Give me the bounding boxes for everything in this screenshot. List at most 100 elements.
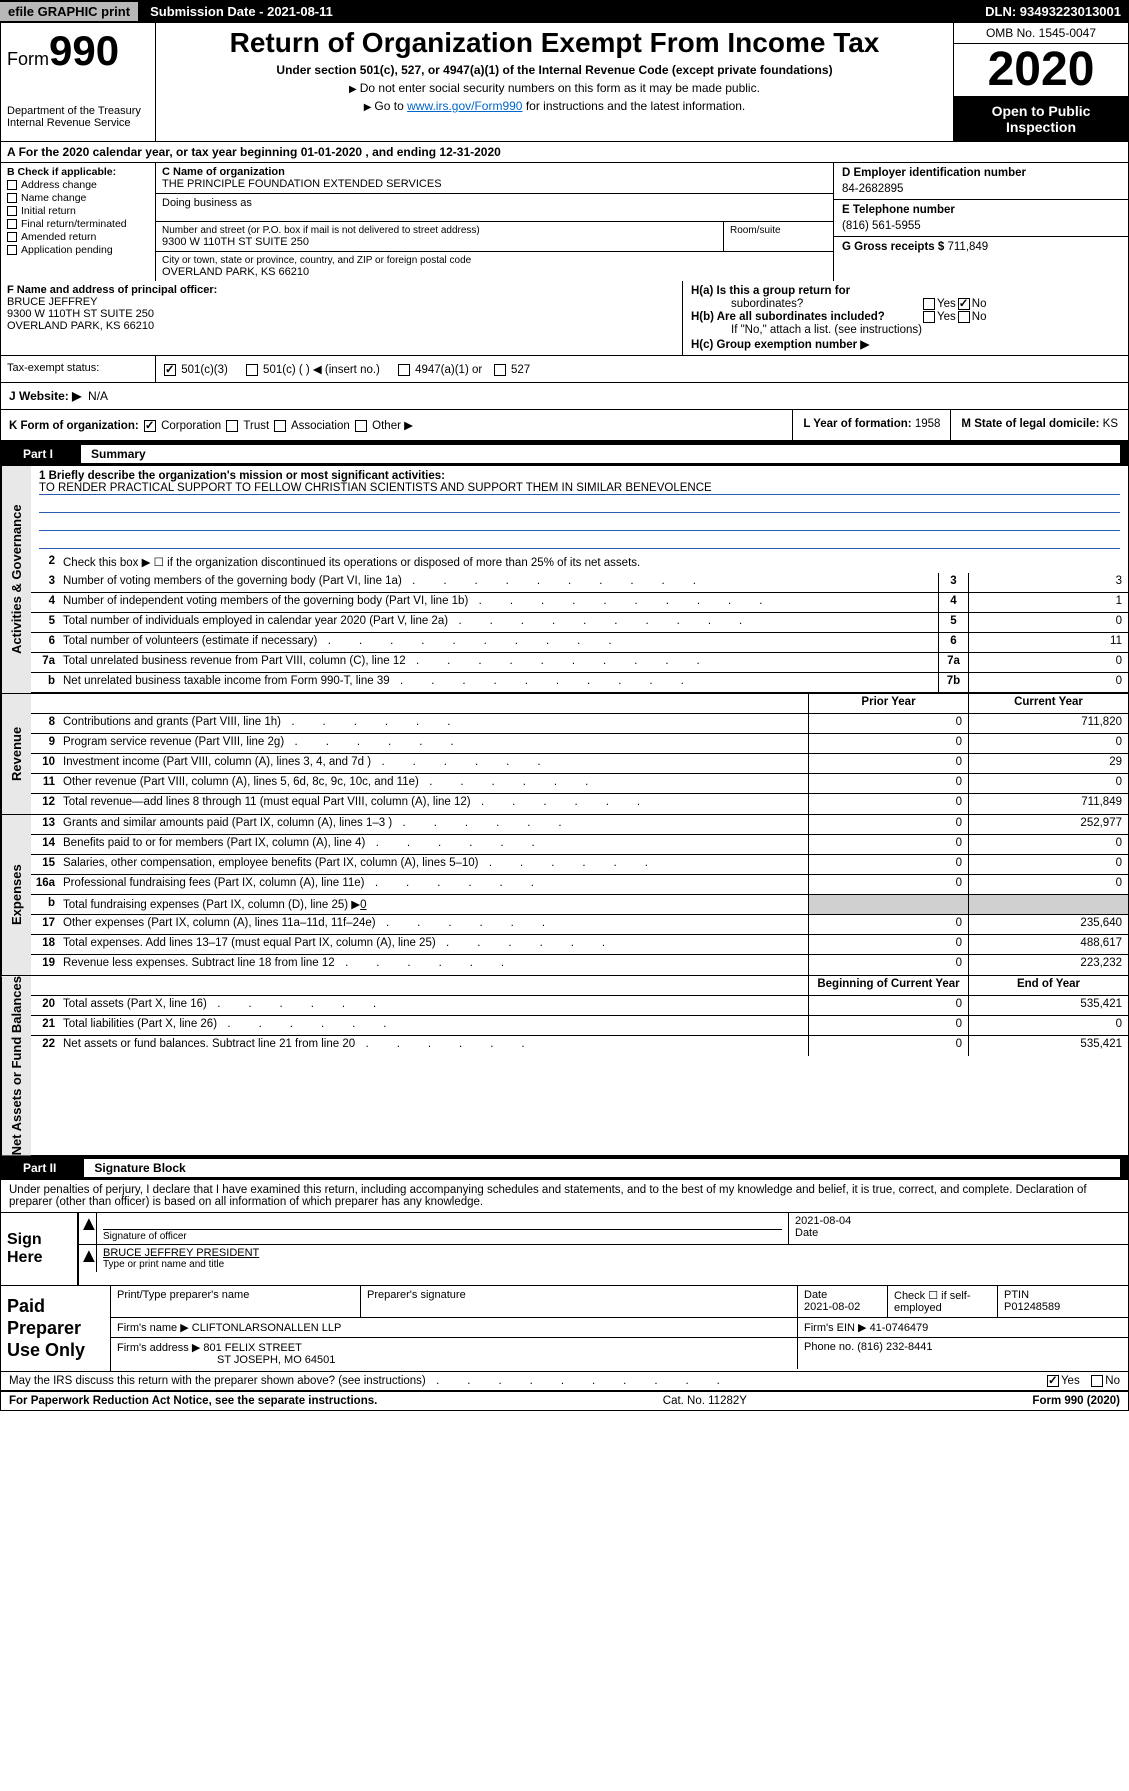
cb-initial-return[interactable] (7, 206, 17, 216)
dln: DLN: 93493223013001 (977, 2, 1129, 21)
period-row: A For the 2020 calendar year, or tax yea… (1, 142, 1128, 163)
website-value: N/A (88, 389, 108, 403)
summary-line: 3 Number of voting members of the govern… (31, 573, 1128, 593)
note-goto-pre: Go to (374, 99, 407, 113)
box-j-row: J Website: ▶ N/A (1, 383, 1128, 410)
box-l: L Year of formation: 1958 (792, 410, 950, 440)
paperwork-notice: For Paperwork Reduction Act Notice, see … (9, 1395, 377, 1407)
gross-receipts: 711,849 (947, 241, 988, 253)
cb-501c3[interactable] (164, 364, 176, 376)
cat-number: Cat. No. 11282Y (377, 1395, 1032, 1407)
efile-print-label[interactable]: efile GRAPHIC print (0, 2, 138, 21)
header-right: OMB No. 1545-0047 2020 Open to Public In… (953, 23, 1128, 141)
tax-year: 2020 (954, 44, 1128, 97)
cb-501c[interactable] (246, 364, 258, 376)
cb-ha-yes[interactable] (923, 298, 935, 310)
addr-lbl: Number and street (or P.O. box if mail i… (162, 225, 717, 236)
irs-link[interactable]: www.irs.gov/Form990 (407, 99, 522, 113)
cb-discuss-yes[interactable] (1047, 1375, 1059, 1387)
header-title-area: Return of Organization Exempt From Incom… (156, 23, 953, 141)
cb-name-change[interactable] (7, 193, 17, 203)
klm-row: K Form of organization: Corporation Trus… (1, 410, 1128, 442)
summary-line: 15 Salaries, other compensation, employe… (31, 855, 1128, 875)
current-year-header: Current Year (968, 694, 1128, 713)
summary-line: 18 Total expenses. Add lines 13–17 (must… (31, 935, 1128, 955)
summary-line: 20 Total assets (Part X, line 16) 0 535,… (31, 996, 1128, 1016)
irs-label: Internal Revenue Service (7, 117, 149, 129)
sig-officer-label: Signature of officer (103, 1229, 782, 1242)
form-footer: For Paperwork Reduction Act Notice, see … (1, 1392, 1128, 1410)
box-h: H(a) Is this a group return for subordin… (683, 281, 1128, 355)
city-state-zip: OVERLAND PARK, KS 66210 (162, 266, 827, 278)
summary-line: 11 Other revenue (Part VIII, column (A),… (31, 774, 1128, 794)
box-k: K Form of organization: Corporation Trus… (1, 410, 792, 440)
end-year-header: End of Year (968, 976, 1128, 995)
box-i-row: Tax-exempt status: 501(c)(3) 501(c) ( ) … (1, 356, 1128, 383)
officer-name: BRUCE JEFFREY (7, 296, 676, 308)
summary-line: 14 Benefits paid to or for members (Part… (31, 835, 1128, 855)
period-end: 12-31-2020 (439, 145, 500, 159)
shaded-cell (968, 895, 1128, 914)
vtab-revenue: Revenue (1, 694, 31, 814)
summary-line: 13 Grants and similar amounts paid (Part… (31, 815, 1128, 835)
part1-body: Activities & Governance 1 Briefly descri… (1, 466, 1128, 1156)
cb-association[interactable] (274, 420, 286, 432)
hc-label: H(c) Group exemption number ▶ (691, 337, 869, 351)
preparer-name-hdr: Print/Type preparer's name (111, 1286, 361, 1317)
shaded-cell (808, 895, 968, 914)
cb-discuss-no[interactable] (1091, 1375, 1103, 1387)
officer-addr2: OVERLAND PARK, KS 66210 (7, 320, 676, 332)
note-goto-post: for instructions and the latest informat… (522, 99, 745, 113)
form-label: Form (7, 49, 49, 69)
summary-line: 9 Program service revenue (Part VIII, li… (31, 734, 1128, 754)
hb-note: If "No," attach a list. (see instruction… (691, 324, 1120, 336)
cb-amended-return[interactable] (7, 232, 17, 242)
paid-preparer-block: Paid Preparer Use Only Print/Type prepar… (1, 1286, 1128, 1372)
cb-final-return[interactable] (7, 219, 17, 229)
name-title-label: Type or print name and title (103, 1259, 1122, 1270)
summary-line: 16a Professional fundraising fees (Part … (31, 875, 1128, 895)
cb-trust[interactable] (226, 420, 238, 432)
entity-info-row: B Check if applicable: Address change Na… (1, 163, 1128, 281)
ptin-value: P01248589 (1004, 1301, 1122, 1313)
perjury-text: Under penalties of perjury, I declare th… (1, 1180, 1128, 1213)
form-version: Form 990 (2020) (1032, 1395, 1120, 1407)
firm-name: CLIFTONLARSONALLEN LLP (192, 1322, 342, 1334)
org-name: THE PRINCIPLE FOUNDATION EXTENDED SERVIC… (162, 178, 827, 190)
note-ssn: Do not enter social security numbers on … (360, 81, 760, 95)
cb-hb-no[interactable] (958, 311, 970, 323)
right-boxes: D Employer identification number 84-2682… (833, 163, 1128, 281)
cb-address-change[interactable] (7, 180, 17, 190)
summary-line: 10 Investment income (Part VIII, column … (31, 754, 1128, 774)
sig-date-value: 2021-08-04 (795, 1215, 1122, 1227)
firm-phone: (816) 232-8441 (857, 1341, 932, 1353)
preparer-date: 2021-08-02 (804, 1301, 881, 1313)
cb-4947[interactable] (398, 364, 410, 376)
dept-treasury: Department of the Treasury (7, 105, 149, 117)
cb-ha-no[interactable] (958, 298, 970, 310)
header-left: Form990 Department of the Treasury Inter… (1, 23, 156, 141)
form-subtitle: Under section 501(c), 527, or 4947(a)(1)… (164, 63, 945, 77)
box-m: M State of legal domicile: KS (950, 410, 1128, 440)
form-990: Form990 Department of the Treasury Inter… (0, 22, 1129, 1411)
part2-header: Part II Signature Block (1, 1156, 1128, 1180)
summary-line: 17 Other expenses (Part IX, column (A), … (31, 915, 1128, 935)
vtab-governance: Activities & Governance (1, 466, 31, 693)
omb-number: OMB No. 1545-0047 (954, 23, 1128, 44)
paid-preparer-label: Paid Preparer Use Only (1, 1286, 111, 1371)
firm-addr1: 801 FELIX STREET (203, 1342, 301, 1354)
cb-application-pending[interactable] (7, 245, 17, 255)
cb-527[interactable] (494, 364, 506, 376)
cb-other[interactable] (355, 420, 367, 432)
city-lbl: City or town, state or province, country… (162, 255, 827, 266)
cb-hb-yes[interactable] (923, 311, 935, 323)
tax-exempt-options: 501(c)(3) 501(c) ( ) ◀ (insert no.) 4947… (156, 356, 1128, 382)
summary-line: 12 Total revenue—add lines 8 through 11 … (31, 794, 1128, 814)
vtab-netassets: Net Assets or Fund Balances (1, 976, 31, 1155)
self-employed-hdr: Check ☐ if self-employed (888, 1286, 998, 1317)
cb-corporation[interactable] (144, 420, 156, 432)
firm-ein: 41-0746479 (870, 1322, 929, 1334)
summary-line: 21 Total liabilities (Part X, line 26) 0… (31, 1016, 1128, 1036)
open-inspection: Open to Public Inspection (954, 97, 1128, 141)
box-d: D Employer identification number 84-2682… (834, 163, 1128, 200)
